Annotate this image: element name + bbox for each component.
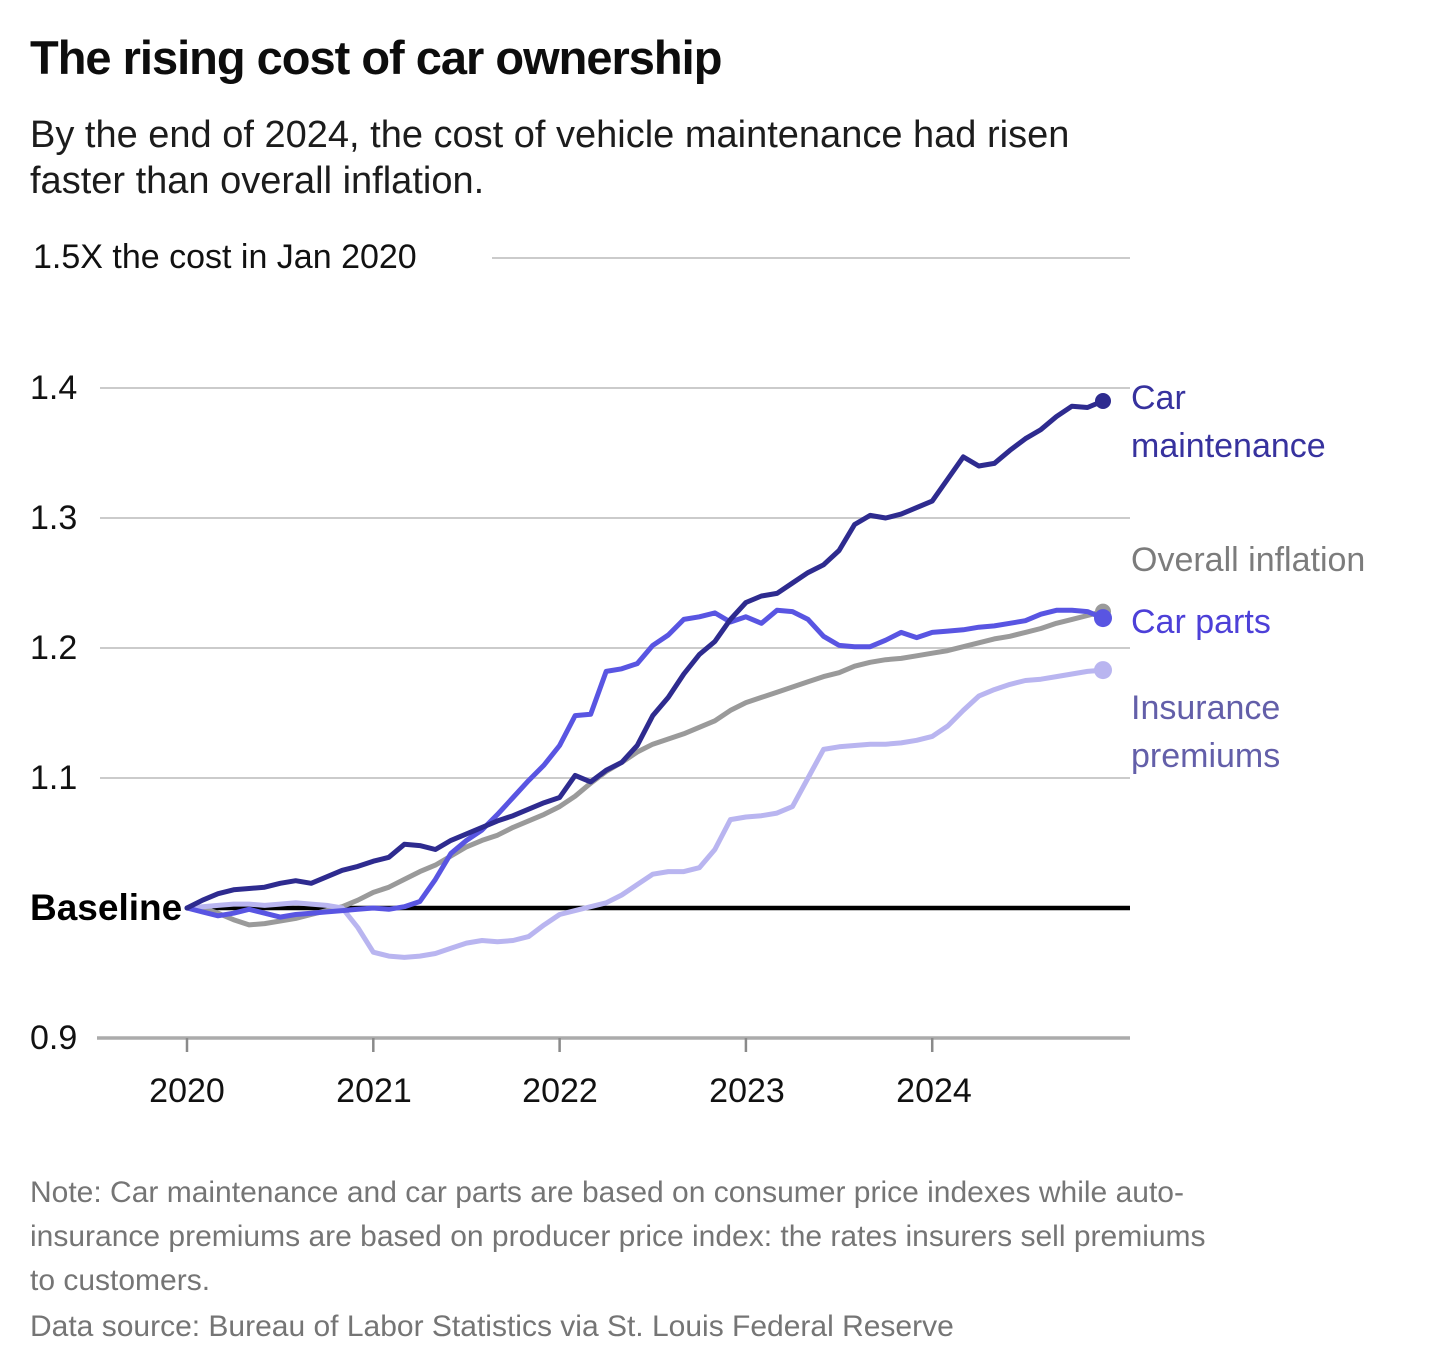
x-tick-2024: 2024	[896, 1072, 972, 1110]
chart-note: Note: Car maintenance and car parts are …	[30, 1176, 1206, 1297]
legend-car-parts: Car parts	[1131, 603, 1271, 641]
y-tick-0-9: 0.9	[30, 1019, 78, 1057]
y-tick-1-2: 1.2	[30, 629, 78, 667]
chart-subtitle: By the end of 2024, the cost of vehicle …	[30, 114, 1070, 202]
y-tick-1-3: 1.3	[30, 499, 78, 537]
legend-overall-inflation: Overall inflation	[1131, 541, 1366, 579]
x-tick-2020: 2020	[149, 1072, 225, 1110]
legend-car-maintenance: Car maintenance	[1131, 379, 1326, 465]
legend-insurance-premiums: Insurance premiums	[1131, 689, 1281, 775]
data-source: Data source: Bureau of Labor Statistics …	[30, 1310, 954, 1343]
x-tick-2022: 2022	[522, 1072, 598, 1110]
x-tick-2021: 2021	[336, 1072, 412, 1110]
page-title: The rising cost of car ownership	[30, 31, 722, 84]
x-tick-2023: 2023	[709, 1072, 785, 1110]
y-axis-top-label: 1.5X the cost in Jan 2020	[33, 238, 417, 276]
y-tick-1-4: 1.4	[30, 369, 78, 407]
baseline-label: Baseline	[30, 887, 183, 928]
y-tick-1-1: 1.1	[30, 759, 78, 797]
